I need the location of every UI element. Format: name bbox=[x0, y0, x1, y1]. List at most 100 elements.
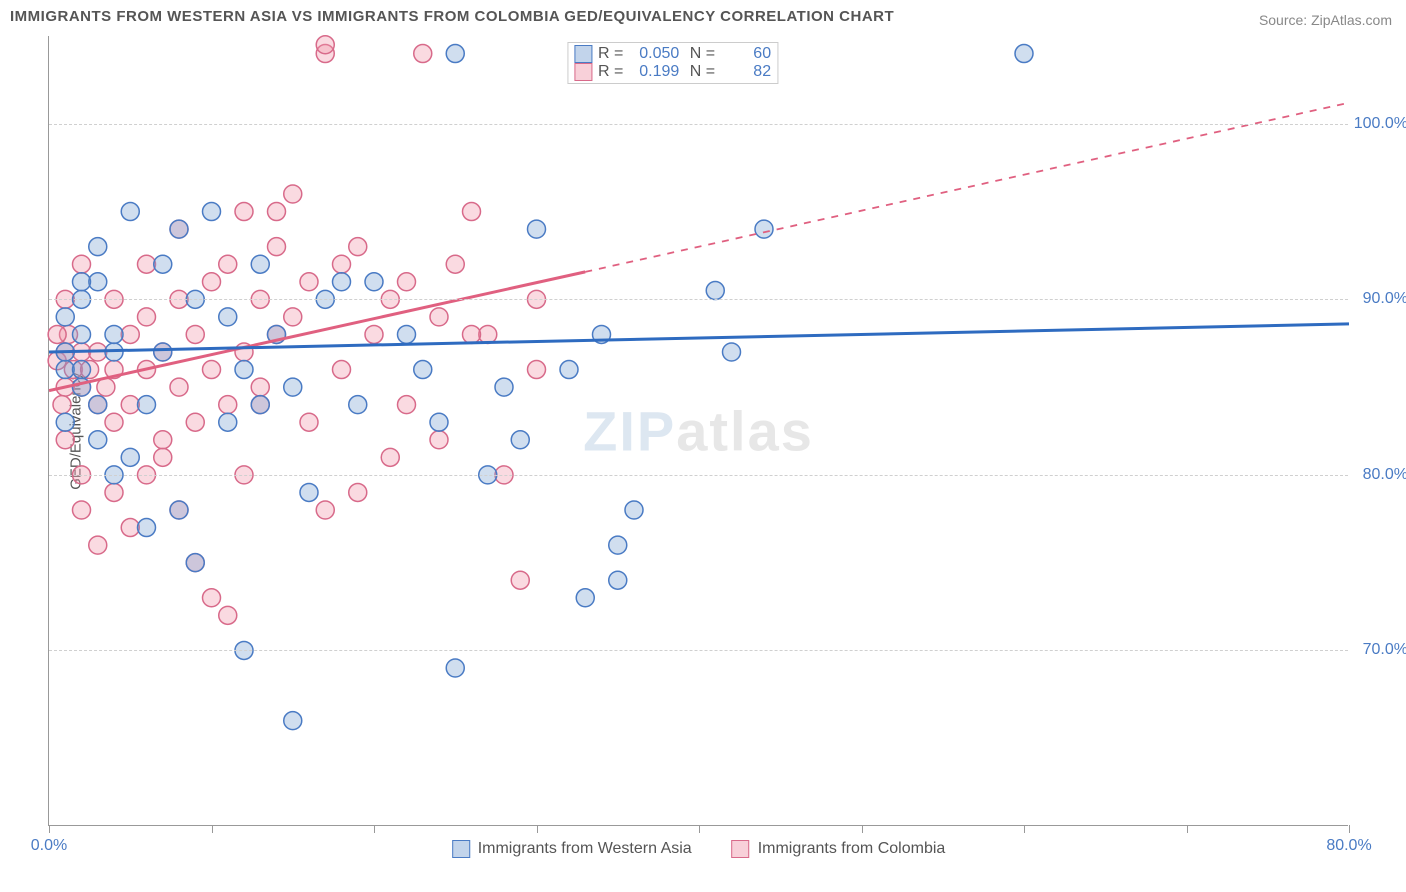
scatter-point bbox=[138, 519, 156, 537]
scatter-point bbox=[609, 536, 627, 554]
scatter-point bbox=[138, 396, 156, 414]
scatter-point bbox=[138, 255, 156, 273]
plot-area: GED/Equivalency ZIPatlas R = 0.050 N = 6… bbox=[48, 36, 1348, 826]
scatter-point bbox=[414, 45, 432, 63]
scatter-point bbox=[170, 220, 188, 238]
scatter-point bbox=[186, 554, 204, 572]
scatter-point bbox=[300, 273, 318, 291]
scatter-point bbox=[398, 273, 416, 291]
scatter-point bbox=[219, 308, 237, 326]
swatch-legend-0 bbox=[452, 840, 470, 858]
scatter-point bbox=[203, 273, 221, 291]
scatter-point bbox=[251, 396, 269, 414]
scatter-point bbox=[56, 431, 74, 449]
scatter-point bbox=[284, 378, 302, 396]
scatter-point bbox=[73, 501, 91, 519]
scatter-point bbox=[89, 396, 107, 414]
scatter-point bbox=[284, 308, 302, 326]
scatter-point bbox=[576, 589, 594, 607]
scatter-point bbox=[446, 45, 464, 63]
scatter-point bbox=[73, 361, 91, 379]
scatter-point bbox=[73, 255, 91, 273]
scatter-point bbox=[105, 413, 123, 431]
scatter-point bbox=[89, 273, 107, 291]
legend-label-1: Immigrants from Colombia bbox=[758, 840, 946, 858]
scatter-point bbox=[105, 325, 123, 343]
scatter-point bbox=[365, 273, 383, 291]
scatter-point bbox=[414, 361, 432, 379]
y-tick-label: 70.0% bbox=[1363, 641, 1406, 659]
scatter-point bbox=[333, 361, 351, 379]
scatter-point bbox=[121, 519, 139, 537]
scatter-point bbox=[48, 325, 66, 343]
gridline-h bbox=[49, 124, 1348, 125]
scatter-point bbox=[316, 501, 334, 519]
scatter-point bbox=[723, 343, 741, 361]
scatter-point bbox=[430, 413, 448, 431]
scatter-point bbox=[398, 325, 416, 343]
scatter-point bbox=[511, 431, 529, 449]
scatter-point bbox=[154, 448, 172, 466]
gridline-h bbox=[49, 299, 1348, 300]
scatter-point bbox=[203, 203, 221, 221]
legend-item-1: Immigrants from Colombia bbox=[732, 840, 946, 858]
scatter-point bbox=[284, 712, 302, 730]
legend-item-0: Immigrants from Western Asia bbox=[452, 840, 692, 858]
scatter-point bbox=[73, 325, 91, 343]
plot-svg bbox=[49, 36, 1348, 825]
scatter-point bbox=[300, 483, 318, 501]
x-tick bbox=[1024, 825, 1025, 833]
scatter-point bbox=[755, 220, 773, 238]
scatter-point bbox=[53, 396, 71, 414]
scatter-point bbox=[154, 431, 172, 449]
x-tick bbox=[537, 825, 538, 833]
x-tick bbox=[212, 825, 213, 833]
gridline-h bbox=[49, 475, 1348, 476]
x-tick-label: 80.0% bbox=[1326, 837, 1371, 855]
scatter-point bbox=[316, 36, 334, 54]
scatter-point bbox=[349, 396, 367, 414]
scatter-point bbox=[430, 431, 448, 449]
scatter-point bbox=[121, 325, 139, 343]
scatter-point bbox=[186, 413, 204, 431]
scatter-point bbox=[398, 396, 416, 414]
scatter-point bbox=[251, 255, 269, 273]
scatter-point bbox=[89, 238, 107, 256]
scatter-point bbox=[463, 325, 481, 343]
x-tick bbox=[1349, 825, 1350, 833]
x-tick bbox=[49, 825, 50, 833]
scatter-point bbox=[56, 308, 74, 326]
scatter-point bbox=[446, 659, 464, 677]
scatter-point bbox=[121, 203, 139, 221]
scatter-point bbox=[235, 361, 253, 379]
scatter-point bbox=[121, 396, 139, 414]
scatter-point bbox=[430, 308, 448, 326]
gridline-h bbox=[49, 650, 1348, 651]
scatter-point bbox=[284, 185, 302, 203]
scatter-point bbox=[235, 203, 253, 221]
scatter-point bbox=[89, 431, 107, 449]
scatter-point bbox=[511, 571, 529, 589]
legend-label-0: Immigrants from Western Asia bbox=[478, 840, 692, 858]
scatter-point bbox=[381, 448, 399, 466]
scatter-point bbox=[349, 483, 367, 501]
scatter-point bbox=[365, 325, 383, 343]
scatter-point bbox=[495, 378, 513, 396]
scatter-point bbox=[219, 606, 237, 624]
scatter-point bbox=[300, 413, 318, 431]
x-tick bbox=[374, 825, 375, 833]
chart-title: IMMIGRANTS FROM WESTERN ASIA VS IMMIGRAN… bbox=[10, 8, 894, 25]
scatter-point bbox=[121, 448, 139, 466]
y-tick-label: 100.0% bbox=[1354, 115, 1406, 133]
scatter-point bbox=[154, 343, 172, 361]
scatter-point bbox=[170, 378, 188, 396]
regression-line-dashed bbox=[585, 103, 1349, 272]
x-tick bbox=[862, 825, 863, 833]
scatter-point bbox=[446, 255, 464, 273]
scatter-point bbox=[138, 308, 156, 326]
scatter-point bbox=[479, 325, 497, 343]
scatter-point bbox=[560, 361, 578, 379]
y-tick-label: 90.0% bbox=[1363, 290, 1406, 308]
scatter-point bbox=[463, 203, 481, 221]
swatch-legend-1 bbox=[732, 840, 750, 858]
